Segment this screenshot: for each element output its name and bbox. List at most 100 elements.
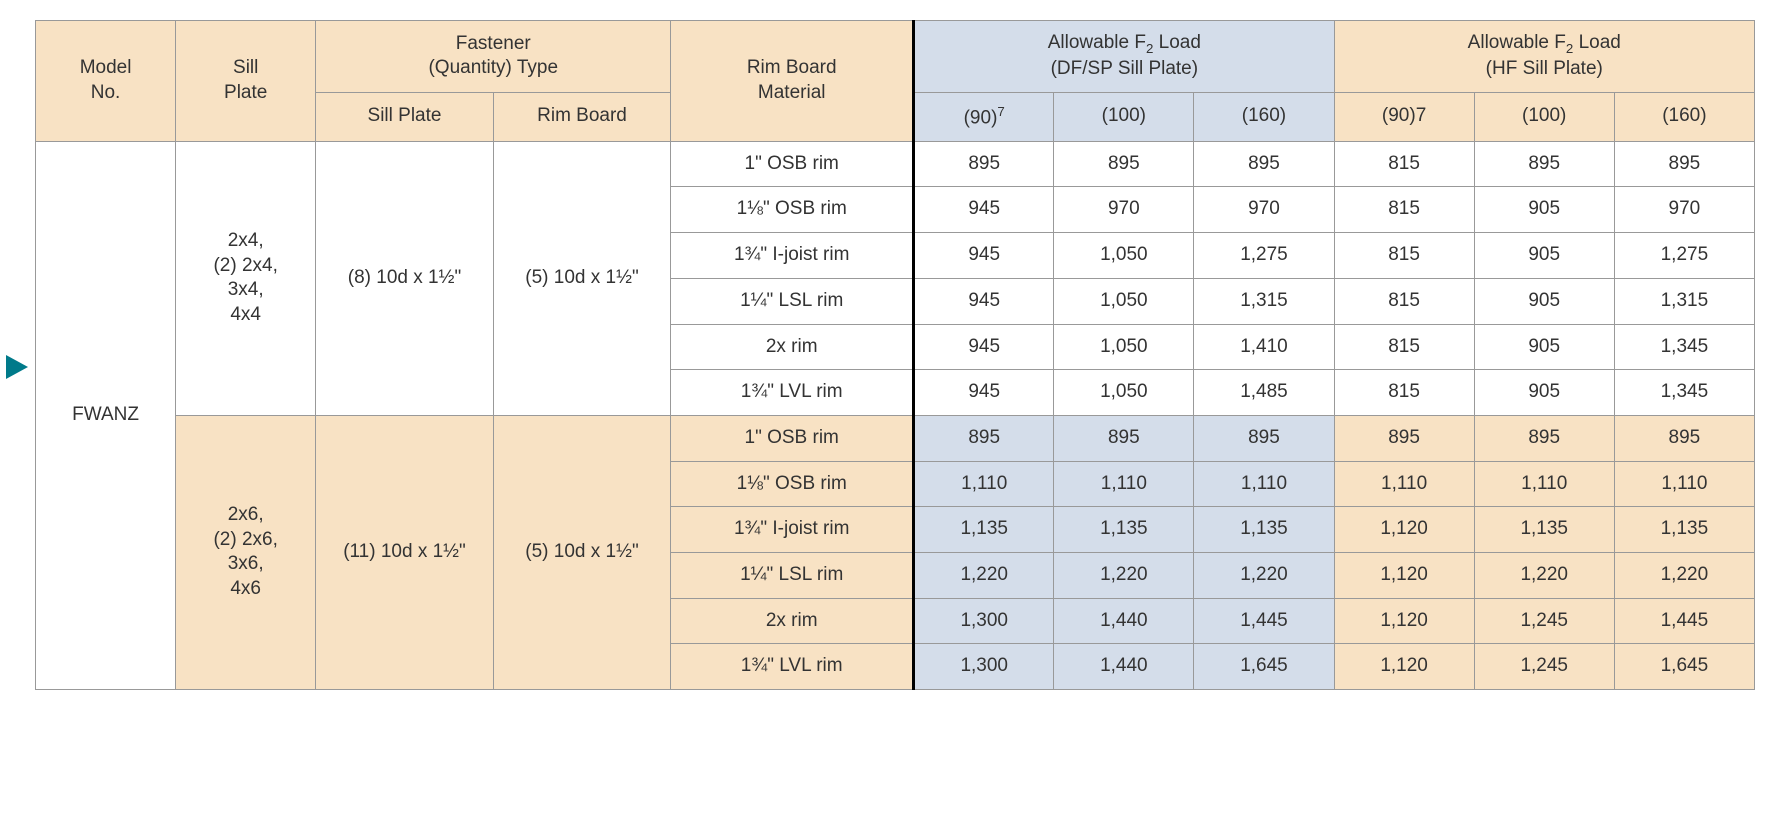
cell-hf-load: 815 [1334, 278, 1474, 324]
cell-df-load: 945 [914, 324, 1054, 370]
cell-hf-load: 1,110 [1334, 461, 1474, 507]
cell-hf-load: 1,275 [1614, 233, 1754, 279]
cell-hf-load: 815 [1334, 233, 1474, 279]
cell-hf-load: 815 [1334, 324, 1474, 370]
cell-df-load: 1,410 [1194, 324, 1334, 370]
cell-rim-material: 2x rim [671, 324, 914, 370]
header-rim-board-material: Rim BoardMaterial [671, 21, 914, 142]
cell-hf-load: 1,645 [1614, 644, 1754, 690]
cell-fastener-rim: (5) 10d x 1½" [493, 141, 671, 415]
cell-rim-material: 1⅛" OSB rim [671, 187, 914, 233]
header-fastener-sill: Sill Plate [316, 92, 494, 141]
table-row: 2x6,(2) 2x6,3x6,4x6(11) 10d x 1½"(5) 10d… [36, 415, 1755, 461]
cell-df-load: 1,440 [1054, 598, 1194, 644]
cell-hf-load: 1,245 [1474, 644, 1614, 690]
cell-df-load: 1,050 [1054, 233, 1194, 279]
header-hf-90: (90)7 [1334, 92, 1474, 141]
cell-hf-load: 1,110 [1614, 461, 1754, 507]
header-sill-plate: SillPlate [176, 21, 316, 142]
cell-rim-material: 1⅛" OSB rim [671, 461, 914, 507]
cell-df-load: 1,135 [1194, 507, 1334, 553]
cell-df-load: 895 [1054, 141, 1194, 187]
cell-df-load: 1,440 [1054, 644, 1194, 690]
cell-rim-material: 2x rim [671, 598, 914, 644]
cell-hf-load: 905 [1474, 187, 1614, 233]
cell-rim-material: 1¾" I-joist rim [671, 233, 914, 279]
cell-hf-load: 895 [1614, 415, 1754, 461]
cell-rim-material: 1¾" LVL rim [671, 370, 914, 416]
cell-hf-load: 905 [1474, 324, 1614, 370]
cell-fastener-rim: (5) 10d x 1½" [493, 415, 671, 689]
cell-df-load: 945 [914, 187, 1054, 233]
header-load-hf: Allowable F2 Load(HF Sill Plate) [1334, 21, 1754, 93]
cell-df-load: 1,275 [1194, 233, 1334, 279]
cell-hf-load: 1,120 [1334, 644, 1474, 690]
table-header: ModelNo. SillPlate Fastener(Quantity) Ty… [36, 21, 1755, 142]
cell-df-load: 1,300 [914, 644, 1054, 690]
cell-df-load: 1,300 [914, 598, 1054, 644]
cell-df-load: 1,050 [1054, 278, 1194, 324]
cell-df-load: 1,135 [914, 507, 1054, 553]
cell-df-load: 895 [914, 415, 1054, 461]
cell-hf-load: 1,220 [1474, 552, 1614, 598]
cell-hf-load: 895 [1474, 141, 1614, 187]
cell-hf-load: 1,345 [1614, 324, 1754, 370]
cell-df-load: 1,110 [1054, 461, 1194, 507]
cell-hf-load: 815 [1334, 187, 1474, 233]
cell-hf-load: 1,110 [1474, 461, 1614, 507]
cell-rim-material: 1¼" LSL rim [671, 278, 914, 324]
cell-hf-load: 1,315 [1614, 278, 1754, 324]
cell-hf-load: 1,345 [1614, 370, 1754, 416]
cell-hf-load: 905 [1474, 233, 1614, 279]
header-df-100: (100) [1054, 92, 1194, 141]
cell-df-load: 895 [1054, 415, 1194, 461]
cell-df-load: 1,220 [1054, 552, 1194, 598]
cell-df-load: 895 [914, 141, 1054, 187]
cell-hf-load: 1,135 [1614, 507, 1754, 553]
cell-hf-load: 895 [1614, 141, 1754, 187]
header-load-df: Allowable F2 Load(DF/SP Sill Plate) [914, 21, 1334, 93]
cell-df-load: 1,050 [1054, 324, 1194, 370]
row-indicator-arrow [6, 355, 28, 379]
cell-df-load: 1,110 [1194, 461, 1334, 507]
header-hf-100: (100) [1474, 92, 1614, 141]
cell-rim-material: 1¾" I-joist rim [671, 507, 914, 553]
load-table: ModelNo. SillPlate Fastener(Quantity) Ty… [35, 20, 1755, 690]
cell-hf-load: 895 [1334, 415, 1474, 461]
cell-rim-material: 1¾" LVL rim [671, 644, 914, 690]
cell-hf-load: 905 [1474, 370, 1614, 416]
cell-fastener-sill: (8) 10d x 1½" [316, 141, 494, 415]
cell-df-load: 895 [1194, 141, 1334, 187]
cell-hf-load: 895 [1474, 415, 1614, 461]
cell-df-load: 1,645 [1194, 644, 1334, 690]
cell-hf-load: 1,120 [1334, 507, 1474, 553]
cell-hf-load: 1,445 [1614, 598, 1754, 644]
cell-df-load: 970 [1054, 187, 1194, 233]
cell-df-load: 1,050 [1054, 370, 1194, 416]
cell-df-load: 1,315 [1194, 278, 1334, 324]
cell-hf-load: 905 [1474, 278, 1614, 324]
cell-sill-plate: 2x6,(2) 2x6,3x6,4x6 [176, 415, 316, 689]
cell-df-load: 1,220 [1194, 552, 1334, 598]
cell-hf-load: 1,120 [1334, 598, 1474, 644]
cell-df-load: 970 [1194, 187, 1334, 233]
cell-df-load: 945 [914, 278, 1054, 324]
cell-rim-material: 1¼" LSL rim [671, 552, 914, 598]
header-df-90: (90)7 [914, 92, 1054, 141]
cell-df-load: 1,485 [1194, 370, 1334, 416]
cell-df-load: 1,445 [1194, 598, 1334, 644]
header-model-no: ModelNo. [36, 21, 176, 142]
cell-hf-load: 1,245 [1474, 598, 1614, 644]
cell-hf-load: 1,120 [1334, 552, 1474, 598]
cell-df-load: 945 [914, 370, 1054, 416]
cell-fastener-sill: (11) 10d x 1½" [316, 415, 494, 689]
table-row: FWANZ2x4,(2) 2x4,3x4,4x4(8) 10d x 1½"(5)… [36, 141, 1755, 187]
cell-model-no: FWANZ [36, 141, 176, 689]
cell-df-load: 1,110 [914, 461, 1054, 507]
cell-hf-load: 1,220 [1614, 552, 1754, 598]
header-df-160: (160) [1194, 92, 1334, 141]
cell-hf-load: 1,135 [1474, 507, 1614, 553]
cell-df-load: 1,135 [1054, 507, 1194, 553]
cell-df-load: 895 [1194, 415, 1334, 461]
cell-hf-load: 815 [1334, 370, 1474, 416]
